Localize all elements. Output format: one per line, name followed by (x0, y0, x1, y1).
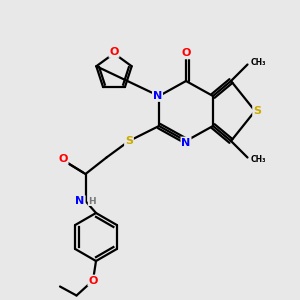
Text: O: O (58, 154, 68, 164)
Text: N: N (76, 196, 85, 206)
Text: CH₃: CH₃ (251, 155, 267, 164)
Text: CH₃: CH₃ (251, 58, 267, 67)
Text: S: S (125, 136, 133, 146)
Text: N: N (153, 91, 162, 101)
Text: H: H (88, 196, 96, 206)
Text: N: N (182, 137, 190, 148)
Text: S: S (253, 106, 261, 116)
Text: O: O (88, 275, 98, 286)
Text: O: O (181, 48, 191, 59)
Text: O: O (109, 47, 119, 57)
